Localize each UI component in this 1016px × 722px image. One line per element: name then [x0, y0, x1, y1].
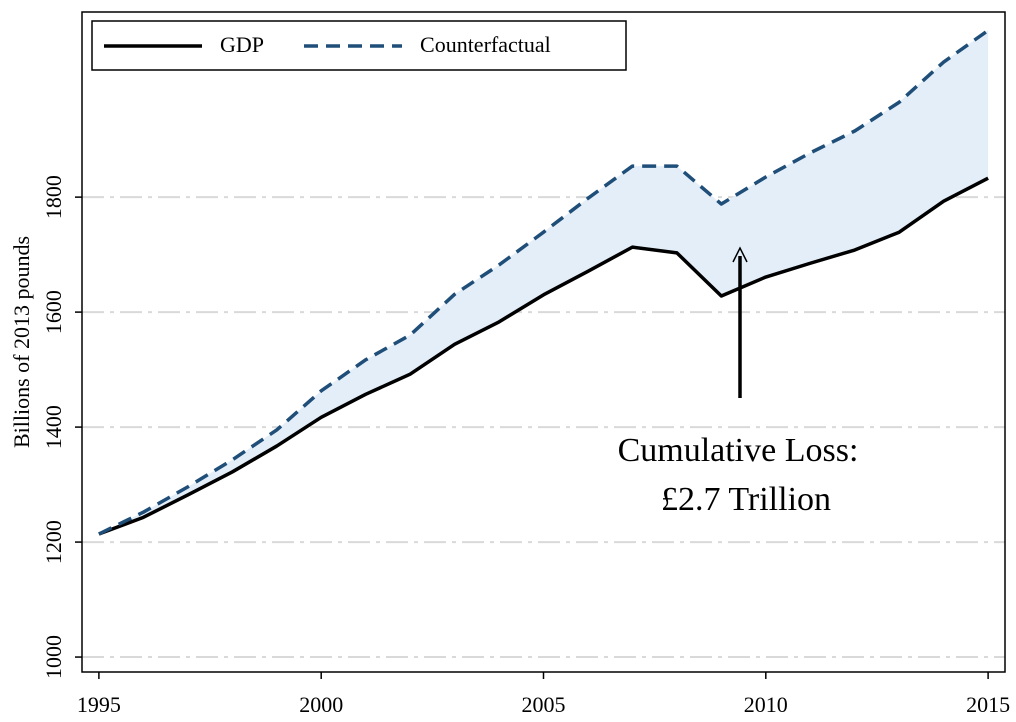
- x-tick-label: 2000: [299, 692, 343, 717]
- x-tick-label: 2015: [966, 692, 1010, 717]
- annotation: £2.7 Trillion: [661, 481, 831, 518]
- legend-label: GDP: [220, 32, 264, 57]
- y-tick-label: 1400: [41, 405, 66, 449]
- x-tick-label: 2010: [744, 692, 788, 717]
- x-tick-label: 1995: [77, 692, 121, 717]
- y-tick-label: 1000: [41, 635, 66, 679]
- y-tick-label: 1200: [41, 520, 66, 564]
- annotation: Cumulative Loss:: [618, 432, 859, 469]
- series-line: [98, 176, 989, 536]
- loss-area: [98, 30, 989, 535]
- plot-area: 1000 1200 1400 1600 1800 1995 2000 2005 2010 2015…: [41, 11, 1010, 717]
- y-tick-label: 1800: [41, 175, 66, 219]
- arrow-head: [732, 246, 748, 263]
- legend: GDP Counterfactual: [91, 20, 627, 71]
- y-tick-label: 1600: [41, 290, 66, 334]
- legend-label: Counterfactual: [420, 32, 551, 57]
- y-axis-label: Billions of 2013 pounds: [9, 236, 34, 448]
- series-line: [98, 28, 990, 536]
- x-tick-label: 2005: [522, 692, 566, 717]
- plot-frame: [81, 11, 1006, 673]
